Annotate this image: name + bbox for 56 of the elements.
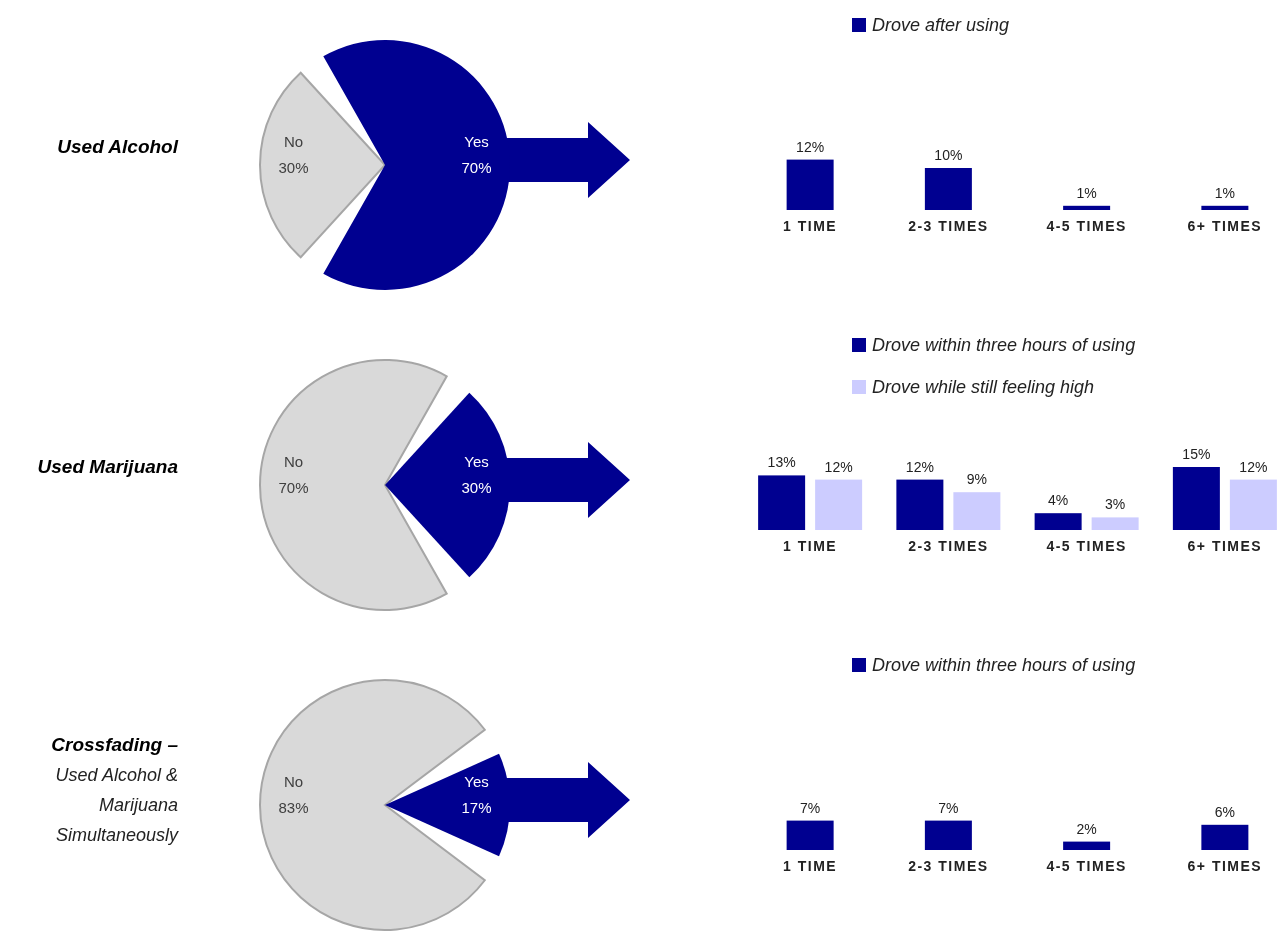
legend-label: Drove within three hours of using [872, 335, 1136, 355]
data-label: 4% [1048, 492, 1069, 509]
x-tick-label: 4-5 TIMES [1046, 537, 1127, 554]
data-label: 12% [1239, 458, 1268, 475]
data-label: 12% [824, 458, 853, 475]
data-label: 70% [278, 479, 309, 496]
bar [953, 492, 1001, 530]
x-tick-label: 2-3 TIMES [908, 537, 989, 554]
text: Used Marijuana [37, 456, 179, 477]
bar [1172, 467, 1220, 530]
data-label: 12% [905, 458, 934, 475]
data-label: 30% [278, 159, 309, 176]
data-label: 7% [800, 799, 821, 816]
bar [815, 479, 863, 530]
slice-label: Yes [464, 773, 489, 790]
x-tick-label: 2-3 TIMES [908, 857, 989, 874]
slice-label: No [283, 773, 304, 790]
slice-label: No [283, 453, 304, 470]
x-tick-label: 6+ TIMES [1187, 537, 1263, 554]
data-label: 17% [461, 799, 492, 816]
data-label: 3% [1105, 496, 1126, 513]
bar [1091, 517, 1139, 530]
data-label: 2% [1076, 820, 1097, 837]
x-tick-label: 1 TIME [783, 217, 838, 234]
bar [896, 479, 944, 530]
x-tick-label: 1 TIME [783, 537, 838, 554]
x-tick-label: 6+ TIMES [1187, 857, 1263, 874]
slice-label: No [283, 133, 304, 150]
legend-label: Drove after using [872, 15, 1010, 35]
legend-label: Drove while still feeling high [872, 377, 1095, 397]
x-tick-label: 4-5 TIMES [1046, 217, 1127, 234]
text: Crossfading – [51, 734, 179, 755]
text: Used Alcohol [57, 136, 179, 157]
x-tick-label: 6+ TIMES [1187, 217, 1263, 234]
slice-label: Yes [464, 133, 489, 150]
data-label: 15% [1182, 446, 1211, 462]
data-label: 83% [278, 799, 309, 816]
bar [1034, 513, 1082, 530]
x-tick-label: 4-5 TIMES [1046, 857, 1127, 874]
slice-label: Yes [464, 453, 489, 470]
x-tick-label: 1 TIME [783, 857, 838, 874]
data-label: 7% [938, 799, 959, 816]
data-label: 30% [461, 479, 492, 496]
bar [758, 475, 806, 530]
data-label: 1% [1076, 184, 1097, 201]
data-label: 1% [1214, 184, 1235, 201]
data-label: 9% [966, 471, 987, 488]
x-tick-label: 2-3 TIMES [908, 217, 989, 234]
bar [1229, 479, 1277, 530]
text: Used Alcohol & Marijuana Simultaneously [55, 765, 179, 845]
data-label: 12% [796, 138, 825, 155]
data-label: 13% [767, 454, 796, 471]
data-label: 10% [934, 147, 963, 163]
legend-label: Drove within three hours of using [872, 655, 1136, 675]
data-label: 6% [1214, 803, 1235, 820]
data-label: 70% [461, 159, 492, 176]
